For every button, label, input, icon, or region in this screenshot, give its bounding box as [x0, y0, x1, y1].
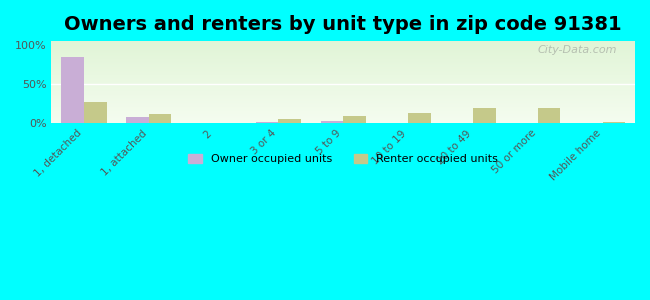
Bar	[408, 113, 431, 123]
Bar	[126, 117, 149, 123]
Text: City-Data.com: City-Data.com	[538, 45, 617, 55]
Title: Owners and renters by unit type in zip code 91381: Owners and renters by unit type in zip c…	[64, 15, 622, 34]
Bar	[538, 109, 560, 123]
Bar	[603, 122, 625, 123]
Bar	[61, 57, 84, 123]
Bar	[255, 122, 278, 123]
Bar	[320, 121, 343, 123]
Bar	[473, 108, 495, 123]
Bar	[343, 116, 366, 123]
Legend: Owner occupied units, Renter occupied units: Owner occupied units, Renter occupied un…	[184, 149, 502, 169]
Bar	[149, 114, 172, 123]
Bar	[84, 102, 107, 123]
Bar	[278, 119, 301, 123]
